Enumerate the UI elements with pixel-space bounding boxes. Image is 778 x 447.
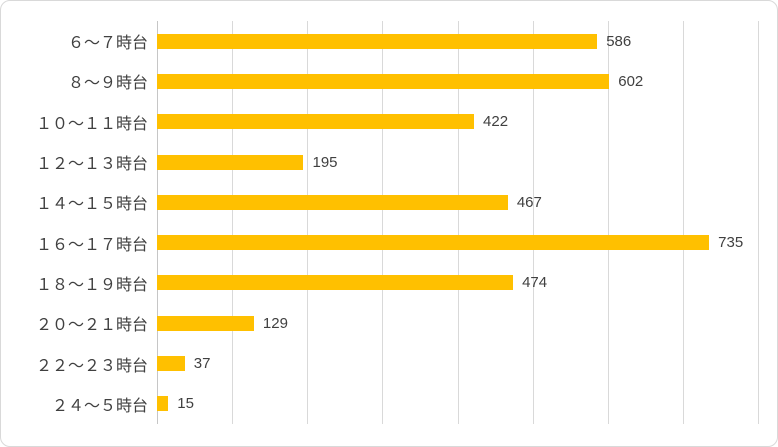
value-label: 129: [262, 314, 288, 332]
chart-row: ２２～２３時台 37: [1, 343, 758, 383]
gridline: [232, 21, 234, 424]
bar-track: 735: [157, 222, 758, 262]
chart-row: ２０～２１時台 129: [1, 303, 758, 343]
gridline: [532, 21, 534, 424]
bar: [157, 235, 710, 251]
category-label: ８～９時台: [67, 75, 148, 93]
y-axis-line: [157, 21, 158, 424]
gridline: [682, 21, 684, 424]
value-label: 474: [522, 274, 548, 292]
chart-row: １２～１３時台 195: [1, 142, 758, 182]
category-label: １４～１５時台: [35, 196, 148, 214]
chart-row: ２４～５時台 15: [1, 384, 758, 424]
category-label: １０～１１時台: [35, 115, 148, 133]
chart-row: １４～１５時台 467: [1, 182, 758, 222]
bar: [157, 114, 475, 130]
bar-track: 129: [157, 303, 758, 343]
bar: [157, 396, 169, 412]
value-label: 735: [718, 234, 744, 252]
chart-row: １０～１１時台 422: [1, 102, 758, 142]
bar-track: 37: [157, 343, 758, 383]
category-label: １２～１３時台: [35, 156, 148, 174]
value-label: 37: [193, 355, 211, 373]
bar-track: 474: [157, 263, 758, 303]
gridline: [307, 21, 309, 424]
bar-track: 602: [157, 61, 758, 101]
bar: [157, 154, 304, 170]
category-label: ２２～２３時台: [35, 357, 148, 375]
bar-track: 467: [157, 182, 758, 222]
plot-area: [157, 21, 759, 424]
bar: [157, 275, 514, 291]
value-label: 422: [483, 113, 509, 131]
bar: [157, 73, 610, 89]
bar: [157, 33, 598, 49]
chart-row: １８～１９時台 474: [1, 263, 758, 303]
chart-row: ６～７時台 586: [1, 21, 758, 61]
bar: [157, 194, 508, 210]
value-label: 15: [177, 395, 194, 413]
bar-track: 422: [157, 102, 758, 142]
category-label: ６～７時台: [67, 35, 148, 53]
bar: [157, 315, 254, 331]
bar-track: 586: [157, 21, 758, 61]
value-label: 602: [618, 72, 644, 90]
chart-row: ８～９時台 602: [1, 61, 758, 101]
bar-track: 15: [157, 384, 758, 424]
bar: [157, 356, 185, 372]
value-label: 467: [516, 193, 542, 211]
category-label: ２０～２１時台: [35, 317, 148, 335]
chart-row: １６～１７時台 735: [1, 222, 758, 262]
gridline: [382, 21, 384, 424]
category-label: ２４～５時台: [51, 397, 148, 415]
gridline: [457, 21, 459, 424]
category-label: １６～１７時台: [35, 236, 148, 254]
value-label: 586: [606, 32, 632, 50]
category-label: １８～１９時台: [35, 276, 148, 294]
gridline: [758, 21, 759, 424]
bar-track: 195: [157, 142, 758, 182]
value-label: 195: [312, 153, 338, 171]
chart-rows: ６～７時台 586 ８～９時台 602 １０～１１時台 422 １２～１３時台 195 １４～１…: [1, 21, 758, 424]
gridline: [607, 21, 609, 424]
